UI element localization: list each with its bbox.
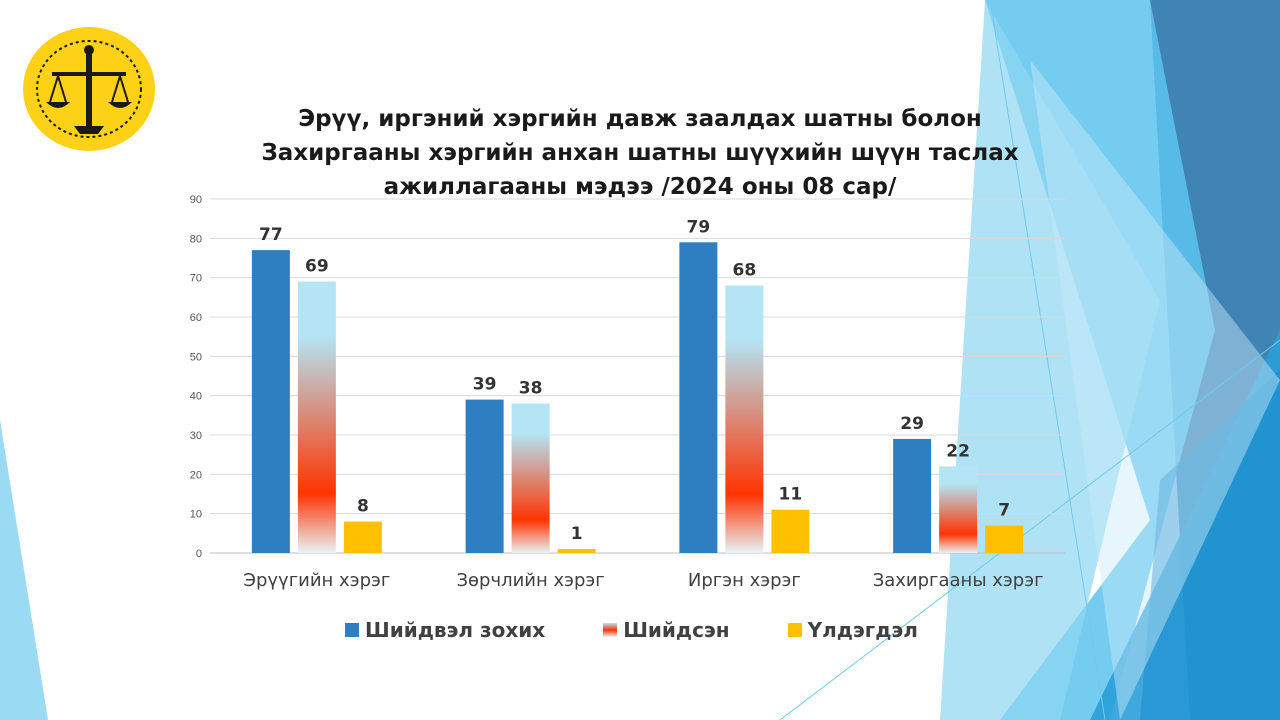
data-label: 11 (779, 485, 803, 505)
legend-swatch-blue (345, 623, 359, 637)
data-label: 69 (305, 257, 329, 277)
y-tick-label: 40 (190, 391, 202, 403)
chart-title-line-2: Захиргааны хэргийн анхан шатны шүүхийн ш… (261, 140, 1019, 166)
bars (251, 242, 1024, 553)
legend-label-remaining: Үлдэгдэл (807, 618, 918, 642)
category-labels: Эрүүгийн хэрэг Зөрчлийн хэрэг Иргэн хэрэг З… (243, 570, 1043, 591)
data-label: 77 (259, 225, 283, 245)
data-label: 7 (998, 500, 1010, 520)
y-tick-label: 50 (190, 351, 202, 363)
bar-2-3 (725, 285, 764, 553)
legend-item-resolved: Шийдсэн (603, 618, 730, 642)
bar-2-4 (939, 466, 978, 553)
bar-1-3 (679, 242, 718, 553)
category-label: Захиргааны хэрэг (873, 570, 1044, 591)
bar-2-1 (297, 281, 336, 553)
y-tick-label: 60 (190, 312, 202, 324)
bar-2-2 (511, 403, 550, 553)
legend: Шийдвэл зохих Шийдсэн Үлдэгдэл (345, 618, 918, 642)
gridlines (210, 198, 1065, 554)
bar-3-1 (343, 521, 382, 553)
y-axis-ticks: 0 10 20 30 40 50 60 70 80 90 (190, 194, 202, 560)
legend-item-expected: Шийдвэл зохих (345, 618, 545, 642)
bar-3-3 (771, 509, 810, 553)
y-tick-label: 30 (190, 430, 202, 442)
data-label: 39 (473, 375, 497, 395)
legend-item-remaining: Үлдэгдэл (787, 618, 918, 642)
legend-swatch-yellow (787, 623, 802, 637)
bar-3-4 (985, 525, 1024, 553)
data-label: 8 (357, 497, 369, 517)
data-label: 29 (900, 414, 924, 434)
category-label: Эрүүгийн хэрэг (243, 570, 390, 591)
data-label: 38 (519, 379, 543, 399)
data-labels: 77 69 8 39 38 1 79 68 11 29 22 7 (259, 217, 1010, 544)
chart-title-line-3: ажиллагааны мэдээ /2024 оны 08 сар/ (383, 174, 897, 200)
bar-1-2 (465, 399, 504, 553)
legend-swatch-gradient (603, 623, 618, 637)
y-tick-label: 10 (190, 509, 202, 521)
bar-1-1 (251, 250, 290, 553)
data-label: 79 (687, 217, 711, 237)
chart-title-line-1: Эрүү, иргэний хэргийн давж заалдах шатны… (298, 106, 982, 132)
bar-1-4 (893, 438, 932, 553)
category-label: Иргэн хэрэг (688, 570, 801, 591)
chart-title: Эрүү, иргэний хэргийн давж заалдах шатны… (200, 102, 1080, 204)
legend-label-resolved: Шийдсэн (623, 618, 730, 642)
y-tick-label: 90 (190, 194, 202, 206)
data-label: 22 (946, 441, 970, 461)
y-tick-label: 80 (190, 233, 202, 245)
court-emblem-logo (23, 27, 155, 151)
category-label: Зөрчлийн хэрэг (456, 570, 604, 591)
legend-label-expected: Шийдвэл зохих (365, 618, 546, 642)
y-tick-label: 70 (190, 273, 202, 285)
y-tick-label: 20 (190, 469, 202, 481)
data-label: 68 (733, 261, 757, 281)
data-label: 1 (571, 524, 583, 544)
y-tick-label: 0 (196, 548, 202, 560)
bar-3-2 (557, 549, 596, 553)
